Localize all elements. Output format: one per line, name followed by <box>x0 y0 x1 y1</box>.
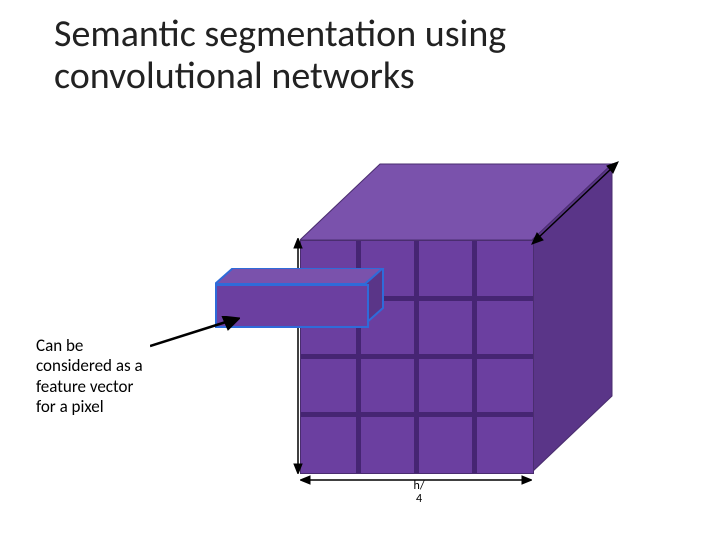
depth-arrow <box>528 158 622 248</box>
annot-l3: feature vector <box>36 376 133 397</box>
annot-l4: for a pixel <box>36 396 104 417</box>
width-arrow <box>300 474 532 486</box>
annotation-pointer-arrow <box>150 316 240 356</box>
annot-l1: Can be <box>36 335 83 356</box>
slide-title: Semantic segmentation using convolutiona… <box>54 14 674 98</box>
grid-line <box>301 412 533 417</box>
width-label-4: 4 <box>416 492 422 506</box>
annot-l2: considered as a <box>36 355 143 376</box>
feature-vector-bar <box>215 268 395 328</box>
grid-line <box>301 354 533 359</box>
